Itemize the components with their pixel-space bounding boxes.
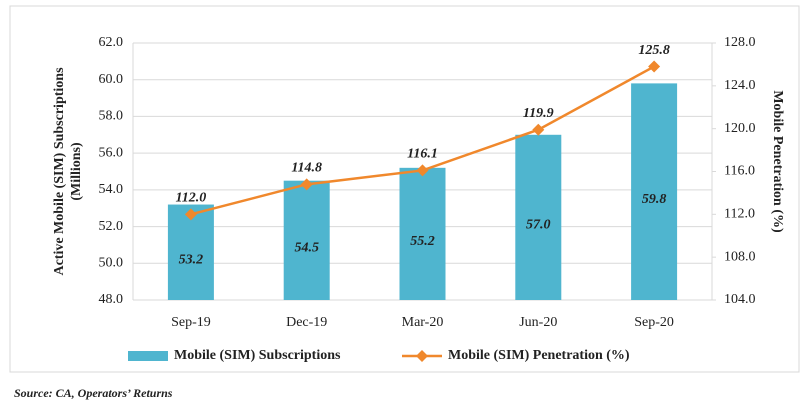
bar-value-label: 59.8 [642,192,667,207]
legend-label: Mobile (SIM) Penetration (%) [448,348,630,363]
line-marker [300,178,313,191]
y-tick-label: 54.0 [99,182,124,197]
y2-tick-label: 104.0 [724,292,756,307]
y-axis-label: Active Mobile (SIM) Subscriptions [52,67,67,276]
line-value-label: 112.0 [176,191,207,206]
y2-axis-label: Mobile Penetration (%) [770,90,785,233]
bar-value-label: 53.2 [179,252,204,267]
y2-tick-label: 128.0 [724,35,756,50]
y-tick-label: 48.0 [99,292,124,307]
legend-swatch [128,351,168,361]
bar [631,83,678,300]
y-tick-label: 50.0 [99,256,124,271]
y2-tick-label: 120.0 [724,121,756,136]
y2-tick-label: 112.0 [724,207,755,222]
y-tick-label: 60.0 [99,72,124,87]
x-tick-label: Sep-20 [634,315,674,330]
x-tick-label: Mar-20 [402,315,444,330]
bar [283,180,330,300]
x-tick-label: Dec-19 [286,315,327,330]
line-value-label: 114.8 [291,161,322,176]
line-marker [648,60,661,73]
legend-label: Mobile (SIM) Subscriptions [174,348,341,363]
source-note: Source: CA, Operators’ Returns [14,386,173,400]
bar [515,134,562,300]
line-value-label: 116.1 [407,147,438,162]
x-tick-label: Sep-19 [171,315,211,330]
y2-tick-label: 124.0 [724,78,756,93]
y-tick-label: 58.0 [99,109,124,124]
y2-tick-label: 108.0 [724,249,756,264]
line-marker [532,123,545,136]
y-tick-label: 52.0 [99,219,124,234]
y-tick-label: 62.0 [99,35,124,50]
bar [167,204,214,300]
bar-value-label: 57.0 [526,218,551,233]
line-value-label: 125.8 [638,43,670,58]
bar-value-label: 55.2 [410,234,435,249]
line-value-label: 119.9 [523,106,554,121]
y-axis-label: (Millions) [69,142,84,201]
legend-swatch [416,350,428,362]
line-marker [184,208,197,221]
bar-value-label: 54.5 [294,241,319,256]
bar [399,167,446,300]
chart-frame [9,5,800,373]
y2-tick-label: 116.0 [724,164,755,179]
y-tick-label: 56.0 [99,145,124,160]
line-marker [416,164,429,177]
x-tick-label: Jun-20 [519,315,557,330]
